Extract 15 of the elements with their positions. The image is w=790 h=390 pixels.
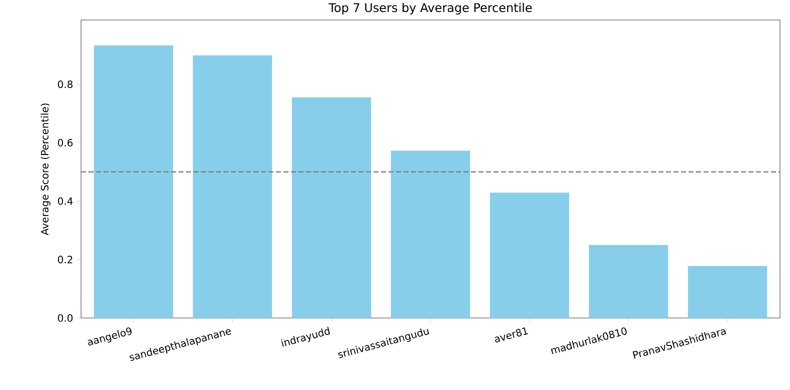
y-tick-label: 0.8	[58, 80, 73, 88]
chart-title: Top 7 Users by Average Percentile	[328, 2, 532, 14]
y-axis-title: Average Score (Percentile)	[40, 104, 50, 236]
bar	[390, 150, 470, 318]
bar	[688, 266, 768, 318]
bar	[292, 97, 372, 318]
bar	[588, 244, 668, 318]
y-tick-label: 0.4	[58, 197, 73, 205]
bar	[490, 192, 570, 318]
x-tick-label: aver81	[494, 327, 528, 342]
y-tick-label: 0.0	[58, 314, 73, 322]
y-tick-label: 0.2	[58, 256, 72, 264]
y-tick-label: 0.6	[58, 138, 73, 146]
bar	[192, 55, 272, 318]
bar	[94, 45, 174, 318]
